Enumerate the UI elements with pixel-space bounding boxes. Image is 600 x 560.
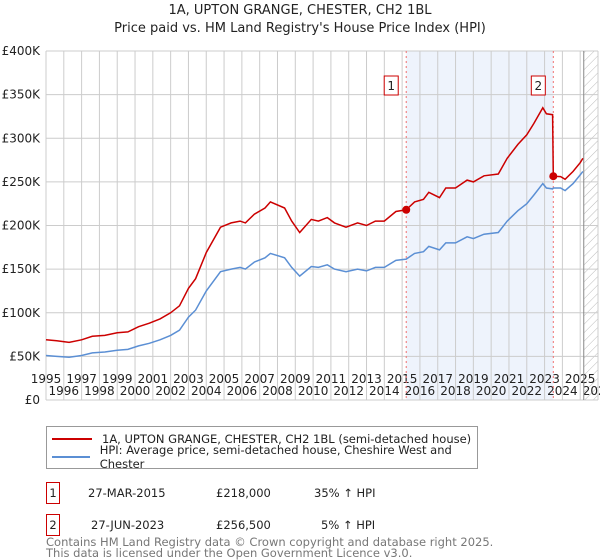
chart-subtitle: Price paid vs. HM Land Registry's House …	[114, 21, 486, 36]
x-tick-label: 2010	[298, 384, 329, 398]
sale-price: £256,500	[216, 518, 271, 532]
y-tick-label: £200K	[2, 219, 42, 233]
x-tick-label: 2011	[316, 372, 347, 386]
y-tick-label: £100K	[2, 306, 42, 320]
x-tick-label: 2007	[244, 372, 275, 386]
y-tick-label: £50K	[9, 349, 41, 363]
x-tick-label: 1999	[102, 372, 133, 386]
x-tick-label: 2014	[369, 384, 400, 398]
x-tick-label: 2003	[173, 372, 204, 386]
sale-date: 27-JUN-2023	[91, 518, 165, 532]
sale-marker-box	[383, 75, 399, 96]
sale-point	[549, 172, 558, 181]
x-tick-label: 2017	[422, 372, 453, 386]
x-tick-label: 1998	[84, 384, 115, 398]
x-tick-label: 2015	[387, 372, 418, 386]
x-tick-label: 2016	[405, 384, 436, 398]
y-tick-label: £300K	[2, 131, 42, 145]
x-tick-label: 2004	[191, 384, 222, 398]
y-tick-label: £250K	[2, 175, 42, 189]
x-tick-label: 2005	[209, 372, 240, 386]
sale-hpi-diff: 35% ↑ HPI	[314, 486, 376, 500]
sale-marker-badge: 2	[46, 514, 60, 536]
x-tick-label: 2026	[583, 384, 600, 398]
sale-hpi-diff: 5% ↑ HPI	[321, 518, 376, 532]
x-tick-label: 2013	[351, 372, 382, 386]
footer-licence: This data is licensed under the Open Gov…	[46, 546, 413, 560]
sale-marker-box	[530, 75, 546, 96]
legend-item-property: 1A, UPTON GRANGE, CHESTER, CH2 1BL (semi…	[52, 431, 471, 447]
x-tick-label: 2018	[440, 384, 471, 398]
sale-row-2: 2 27-JUN-2023 £256,500 5% ↑ HPI	[46, 514, 446, 536]
x-tick-label: 2019	[458, 372, 489, 386]
chart-title: 1A, UPTON GRANGE, CHESTER, CH2 1BL	[168, 3, 432, 18]
footer-copyright: Contains HM Land Registry data © Crown c…	[46, 535, 494, 549]
legend-swatch-red	[52, 438, 92, 440]
x-tick-label: 1995	[31, 372, 62, 386]
legend-label: 1A, UPTON GRANGE, CHESTER, CH2 1BL (semi…	[102, 432, 472, 446]
price-chart: 1995199619971998199920002001200220032004…	[2, 44, 600, 407]
x-tick-label: 2008	[262, 384, 293, 398]
legend-label: HPI: Average price, semi-detached house,…	[99, 443, 452, 471]
sale-date: 27-MAR-2015	[88, 486, 166, 500]
x-tick-label: 2000	[120, 384, 151, 398]
y-tick-label: £350K	[2, 88, 42, 102]
legend-item-hpi: HPI: Average price, semi-detached house,…	[52, 443, 477, 471]
sale-marker-label: 1	[387, 79, 395, 93]
y-tick-label: £0	[25, 393, 40, 407]
sale-marker-label: 2	[534, 79, 542, 93]
legend: 1A, UPTON GRANGE, CHESTER, CH2 1BL (semi…	[46, 426, 478, 471]
sale-point	[402, 205, 411, 214]
x-tick-label: 2009	[280, 372, 311, 386]
x-tick-label: 2006	[227, 384, 258, 398]
x-tick-label: 2001	[138, 372, 169, 386]
x-tick-label: 2021	[494, 372, 525, 386]
x-tick-label: 2020	[476, 384, 507, 398]
x-tick-label: 2023	[529, 372, 560, 386]
x-tick-label: 1996	[49, 384, 80, 398]
x-tick-label: 1997	[66, 372, 97, 386]
sale-row-1: 1 27-MAR-2015 £218,000 35% ↑ HPI	[46, 482, 446, 504]
x-tick-label: 2024	[547, 384, 578, 398]
sale-price: £218,000	[216, 486, 271, 500]
x-tick-label: 2022	[512, 384, 543, 398]
sale-marker-badge: 1	[46, 482, 60, 504]
price-paid-line	[45, 106, 584, 344]
x-tick-label: 2012	[333, 384, 364, 398]
x-tick-label: 2002	[155, 384, 186, 398]
legend-swatch-blue	[52, 456, 90, 458]
x-tick-label: 2025	[565, 372, 596, 386]
y-tick-label: £150K	[2, 262, 42, 276]
hpi-line	[45, 170, 584, 358]
y-tick-label: £400K	[2, 44, 42, 58]
